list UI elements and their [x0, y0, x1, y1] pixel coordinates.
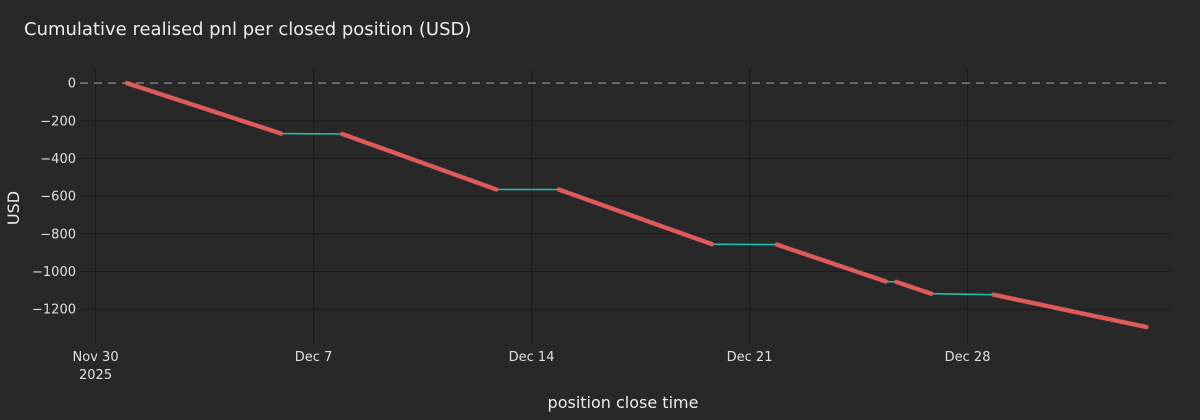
pnl-line: [126, 82, 1147, 328]
y-tick-label: −1000: [32, 265, 76, 280]
pnl-point: [1144, 324, 1149, 330]
x-axis-title: position close time: [548, 393, 699, 412]
pnl-point: [278, 131, 284, 136]
y-axis-title: USD: [4, 191, 23, 225]
y-tick-label: −1200: [32, 303, 76, 318]
y-tick-label: −400: [40, 152, 76, 167]
y-tick-label: −800: [40, 227, 76, 242]
x-tick-label: Dec 21: [727, 350, 773, 365]
y-tick-label: −200: [40, 114, 76, 129]
y-tick-label: −600: [40, 190, 76, 205]
x-tick-label: Nov 30: [73, 350, 119, 365]
series-markers: [124, 80, 1149, 330]
x-tick-label: Dec 14: [509, 350, 555, 365]
pnl-point: [928, 291, 934, 297]
y-axis-ticks: 0 −200 −400 −600 −800 −1000 −1200: [32, 77, 76, 318]
x-tick-sublabel: 2025: [79, 368, 112, 383]
pnl-point: [709, 241, 715, 247]
y-tick-label: 0: [68, 77, 76, 92]
series-line: [126, 82, 1147, 328]
pnl-point: [494, 187, 499, 192]
x-axis-ticks: Nov 30 2025 Dec 7 Dec 14 Dec 21 Dec 28: [73, 350, 991, 383]
x-tick-label: Dec 28: [945, 350, 991, 365]
chart-title: Cumulative realised pnl per closed posit…: [24, 19, 471, 40]
x-tick-label: Dec 7: [295, 350, 333, 365]
pnl-point: [883, 279, 889, 284]
grid: [80, 68, 1170, 345]
